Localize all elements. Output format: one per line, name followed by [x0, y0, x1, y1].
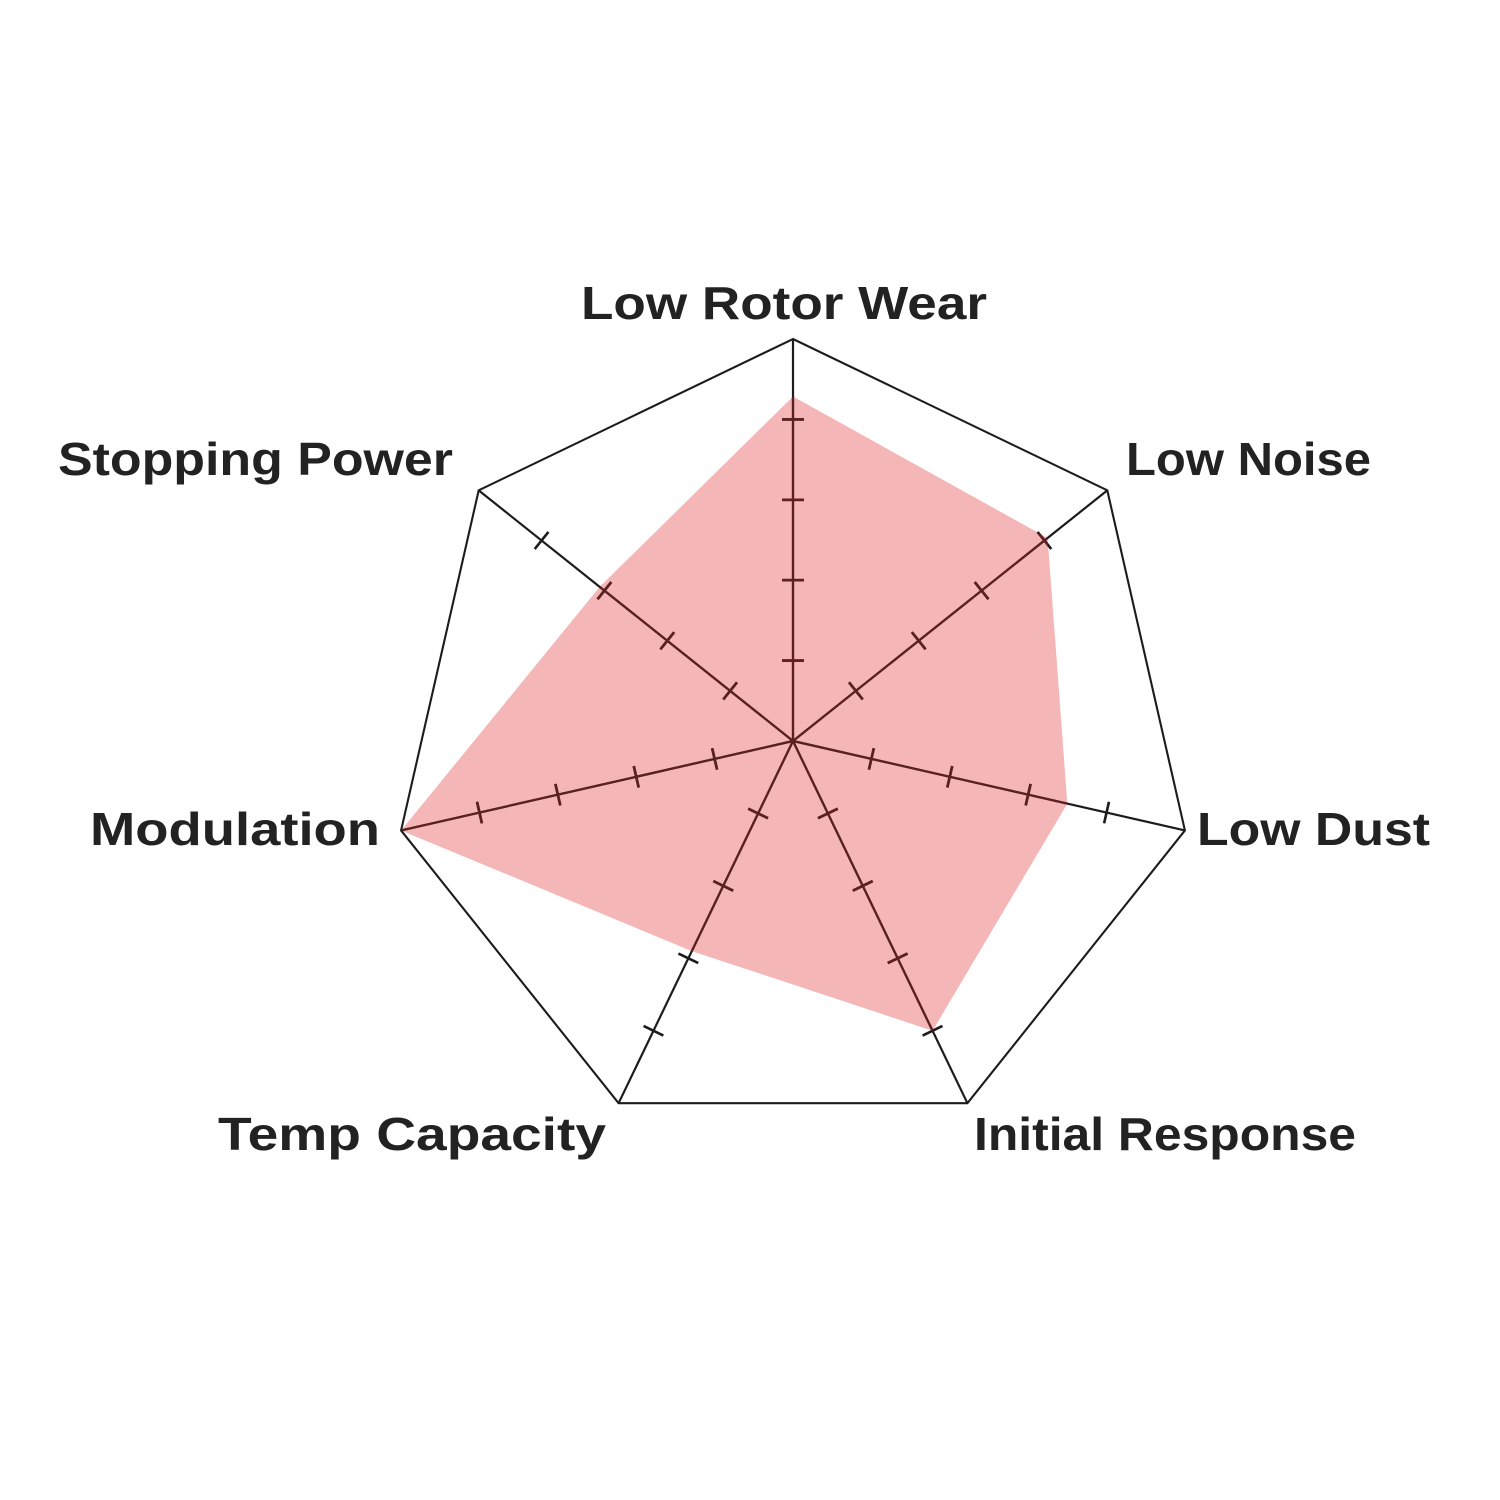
svg-text:Low Rotor Wear: Low Rotor Wear	[581, 277, 987, 329]
svg-text:Temp Capacity: Temp Capacity	[218, 1108, 606, 1160]
svg-text:Low Dust: Low Dust	[1197, 803, 1430, 855]
svg-text:Modulation: Modulation	[90, 803, 380, 855]
svg-text:Stopping Power: Stopping Power	[58, 433, 453, 485]
svg-text:Low Noise: Low Noise	[1126, 433, 1371, 485]
svg-text:Initial Response: Initial Response	[974, 1108, 1356, 1160]
